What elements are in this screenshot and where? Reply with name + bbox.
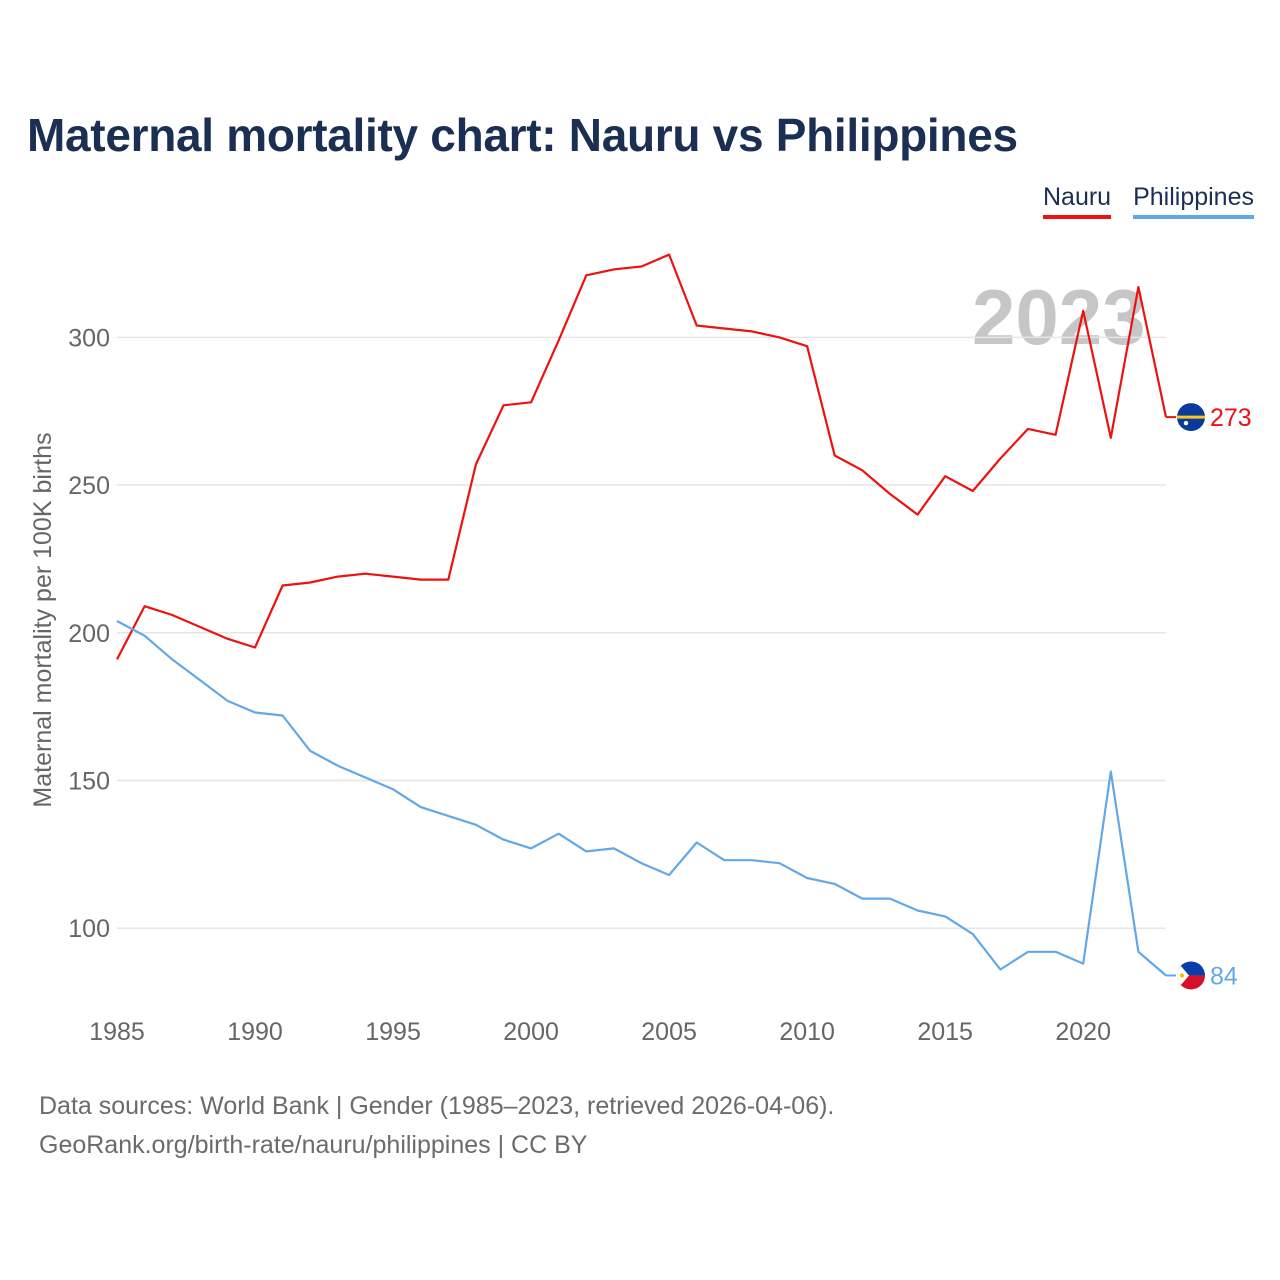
- series-line-philippines: [116, 620, 1167, 977]
- end-value-philippines: 84: [1210, 962, 1238, 990]
- series-line-nauru: [116, 253, 1168, 660]
- x-tick-label: 2000: [503, 1018, 559, 1046]
- series-lines: [116, 253, 1176, 977]
- x-tick-label: 2020: [1055, 1018, 1111, 1046]
- nauru-flag-icon: [1177, 403, 1205, 432]
- x-tick-label: 1990: [227, 1018, 283, 1046]
- end-value-nauru: 273: [1210, 404, 1252, 432]
- legend: Nauru Philippines: [1042, 183, 1254, 219]
- legend-item-philippines[interactable]: Philippines: [1133, 183, 1254, 219]
- x-tick-label: 1985: [89, 1018, 145, 1046]
- y-axis-ticks: 100 150 200 250 300: [68, 324, 110, 943]
- y-tick-label: 100: [68, 915, 110, 943]
- data-source-note: Data sources: World Bank | Gender (1985–…: [39, 1092, 835, 1120]
- series-end-markers: 273 84: [1177, 403, 1252, 990]
- legend-item-nauru[interactable]: Nauru: [1042, 183, 1112, 219]
- chart-title: Maternal mortality chart: Nauru vs Phili…: [27, 109, 1018, 161]
- x-tick-label: 2005: [641, 1018, 697, 1046]
- x-tick-label: 2010: [779, 1018, 835, 1046]
- y-tick-label: 300: [68, 324, 110, 352]
- year-label: 2023: [972, 273, 1146, 361]
- x-tick-label: 2015: [917, 1018, 973, 1046]
- y-tick-label: 250: [68, 472, 110, 500]
- y-axis-label: Maternal mortality per 100K births: [29, 432, 57, 807]
- philippines-flag-icon: [1177, 961, 1205, 990]
- gridlines: [117, 336, 1166, 929]
- footer: Data sources: World Bank | Gender (1985–…: [39, 1087, 834, 1165]
- x-axis-ticks: 1985 1990 1995 2000 2005 2010 2015 2020: [89, 1018, 1111, 1046]
- y-tick-label: 150: [68, 767, 110, 795]
- source-link[interactable]: GeoRank.org/birth-rate/nauru/philippines…: [39, 1131, 588, 1159]
- x-tick-label: 1995: [365, 1018, 421, 1046]
- y-tick-label: 200: [68, 620, 110, 648]
